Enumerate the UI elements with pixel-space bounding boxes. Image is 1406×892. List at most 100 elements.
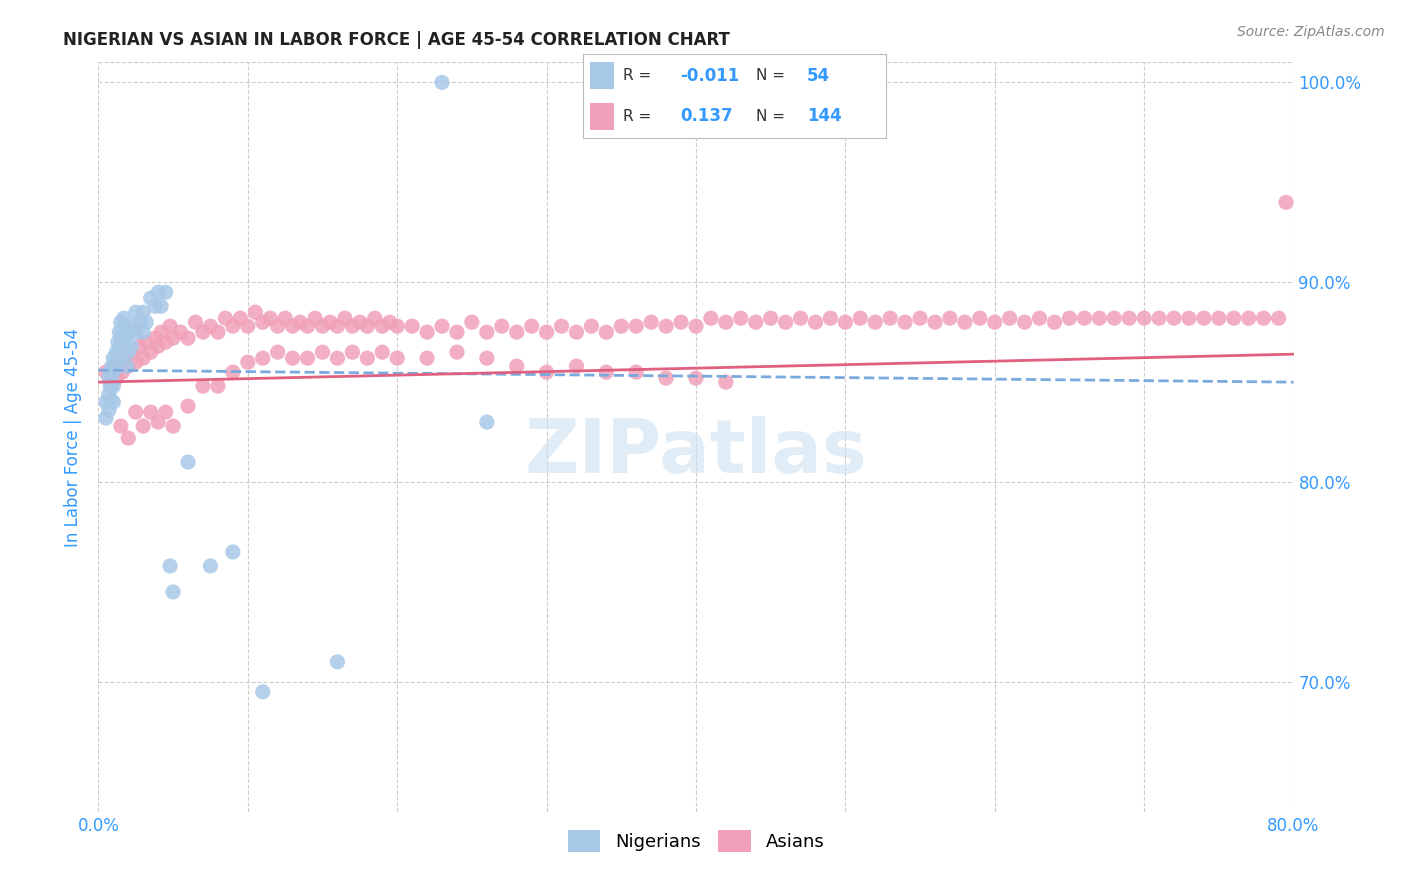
- Point: [143, 299, 166, 313]
- Point: [1267, 311, 1289, 326]
- Point: [610, 319, 633, 334]
- Point: [908, 311, 931, 326]
- Point: [110, 315, 132, 329]
- Point: [222, 319, 245, 334]
- Point: [117, 359, 139, 373]
- Point: [132, 419, 155, 434]
- Text: N =: N =: [756, 68, 785, 83]
- Text: N =: N =: [756, 109, 785, 124]
- Point: [245, 305, 267, 319]
- Point: [105, 371, 128, 385]
- Point: [150, 299, 173, 313]
- Point: [297, 319, 319, 334]
- Point: [364, 311, 387, 326]
- Point: [267, 345, 290, 359]
- Point: [132, 305, 155, 319]
- Y-axis label: In Labor Force | Age 45-54: In Labor Force | Age 45-54: [65, 327, 83, 547]
- Point: [108, 325, 131, 339]
- Point: [150, 325, 173, 339]
- Text: 144: 144: [807, 107, 842, 125]
- Point: [98, 365, 122, 379]
- Point: [139, 405, 162, 419]
- Point: [105, 345, 128, 359]
- Text: 0.137: 0.137: [681, 107, 733, 125]
- Point: [626, 365, 648, 379]
- Point: [939, 311, 962, 326]
- Point: [159, 319, 181, 334]
- Point: [155, 405, 177, 419]
- Point: [139, 345, 162, 359]
- Point: [685, 319, 707, 334]
- Point: [356, 351, 378, 366]
- Point: [252, 315, 274, 329]
- Point: [120, 339, 142, 353]
- Bar: [589, 62, 614, 89]
- Point: [97, 371, 120, 385]
- Point: [191, 379, 214, 393]
- Point: [148, 285, 170, 300]
- Point: [155, 285, 177, 300]
- Point: [1237, 311, 1260, 326]
- Point: [97, 403, 120, 417]
- Text: R =: R =: [623, 68, 651, 83]
- Point: [110, 419, 132, 434]
- Point: [1059, 311, 1081, 326]
- Point: [103, 351, 125, 366]
- Point: [117, 431, 139, 445]
- Point: [112, 331, 135, 345]
- Point: [108, 341, 131, 355]
- Point: [94, 411, 117, 425]
- Point: [385, 319, 409, 334]
- Point: [311, 345, 333, 359]
- Point: [879, 311, 901, 326]
- Point: [229, 311, 252, 326]
- Point: [162, 331, 184, 345]
- Point: [110, 351, 132, 366]
- Point: [117, 345, 139, 359]
- Point: [595, 365, 617, 379]
- Point: [984, 315, 1007, 329]
- Point: [475, 415, 498, 429]
- Point: [865, 315, 887, 329]
- Point: [177, 399, 200, 413]
- Point: [120, 345, 142, 359]
- Point: [430, 75, 453, 89]
- Point: [94, 365, 117, 379]
- Point: [1073, 311, 1095, 326]
- Point: [378, 315, 401, 329]
- Point: [135, 315, 157, 329]
- Point: [267, 319, 290, 334]
- Point: [252, 685, 274, 699]
- Point: [135, 335, 157, 350]
- Point: [371, 319, 394, 334]
- Point: [98, 393, 122, 408]
- Point: [129, 339, 152, 353]
- Point: [107, 335, 129, 350]
- Point: [998, 311, 1021, 326]
- Point: [200, 558, 222, 573]
- Point: [333, 311, 356, 326]
- Point: [177, 455, 200, 469]
- Text: R =: R =: [623, 109, 651, 124]
- Point: [98, 379, 122, 393]
- Point: [326, 351, 349, 366]
- Point: [685, 371, 707, 385]
- Point: [1163, 311, 1185, 326]
- Text: ZIPatlas: ZIPatlas: [524, 416, 868, 489]
- Point: [103, 365, 125, 379]
- Point: [669, 315, 692, 329]
- Point: [129, 315, 152, 329]
- Point: [159, 558, 181, 573]
- Point: [111, 339, 134, 353]
- Point: [101, 375, 124, 389]
- Point: [820, 311, 842, 326]
- Point: [281, 351, 304, 366]
- Point: [371, 345, 394, 359]
- Point: [103, 379, 125, 393]
- Point: [461, 315, 484, 329]
- Point: [1043, 315, 1066, 329]
- Point: [700, 311, 723, 326]
- Point: [1088, 311, 1111, 326]
- Point: [1275, 195, 1298, 210]
- Point: [125, 305, 148, 319]
